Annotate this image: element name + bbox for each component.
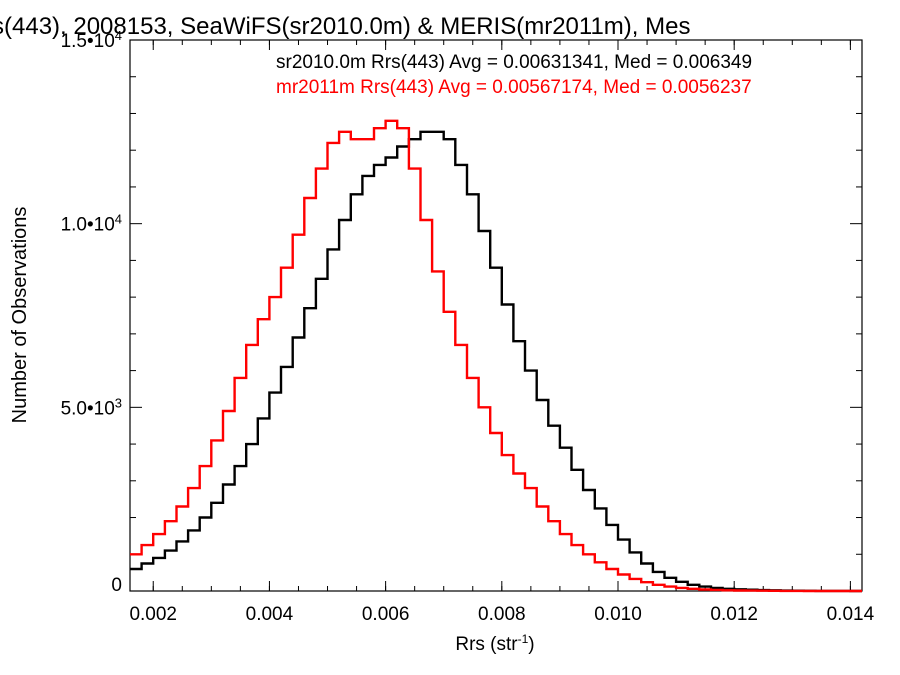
y-tick-label-base: 5.0•10 bbox=[61, 398, 115, 419]
y-tick-label-base: 1.0•10 bbox=[61, 215, 115, 236]
plot-area bbox=[129, 39, 863, 592]
x-axis-label-sup: -1 bbox=[518, 632, 529, 646]
y-axis-label: Number of Observations bbox=[9, 207, 31, 424]
x-tick-label: 0.014 bbox=[827, 604, 875, 625]
y-tick-label: 1.0•104 bbox=[61, 211, 122, 236]
y-tick-label: 5.0•103 bbox=[61, 395, 122, 420]
series-line-mr2011m bbox=[130, 119, 862, 593]
legend-entry-sr2010: sr2010.0m Rrs(443) Avg = 0.00631341, Med… bbox=[276, 52, 752, 73]
x-tick-label: 0.012 bbox=[710, 604, 758, 625]
x-axis: 0.002 0.004 0.006 0.008 0.010 0.012 0.014 bbox=[129, 40, 875, 625]
chart-title: s(443), 2008153, SeaWiFS(sr2010.0m) & ME… bbox=[0, 13, 690, 40]
x-tick-label: 0.002 bbox=[129, 604, 177, 625]
y-tick-label: 0 bbox=[111, 575, 122, 596]
x-tick-label: 0.008 bbox=[478, 604, 526, 625]
y-tick-label-base: 1.5•10 bbox=[61, 31, 115, 52]
y-tick-label-exponent: 4 bbox=[115, 28, 122, 43]
legend-entry-mr2011: mr2011m Rrs(443) Avg = 0.00567174, Med =… bbox=[276, 77, 752, 98]
x-axis-label: Rrs (str-1) bbox=[455, 632, 534, 655]
y-tick-label: 1.5•104 bbox=[61, 28, 122, 53]
series-lines bbox=[130, 119, 862, 593]
x-tick-label: 0.006 bbox=[362, 604, 410, 625]
x-tick-label: 0.004 bbox=[246, 604, 294, 625]
y-tick-label-base: 0 bbox=[111, 575, 122, 596]
series-line-sr2010.0m bbox=[130, 130, 862, 593]
x-axis-label-end: ) bbox=[528, 634, 534, 655]
x-tick-label: 0.010 bbox=[594, 604, 642, 625]
plot-frame bbox=[129, 39, 863, 592]
x-axis-label-main: Rrs (str bbox=[455, 634, 518, 655]
y-tick-label-exponent: 4 bbox=[115, 211, 122, 226]
y-tick-label-exponent: 3 bbox=[115, 395, 122, 410]
